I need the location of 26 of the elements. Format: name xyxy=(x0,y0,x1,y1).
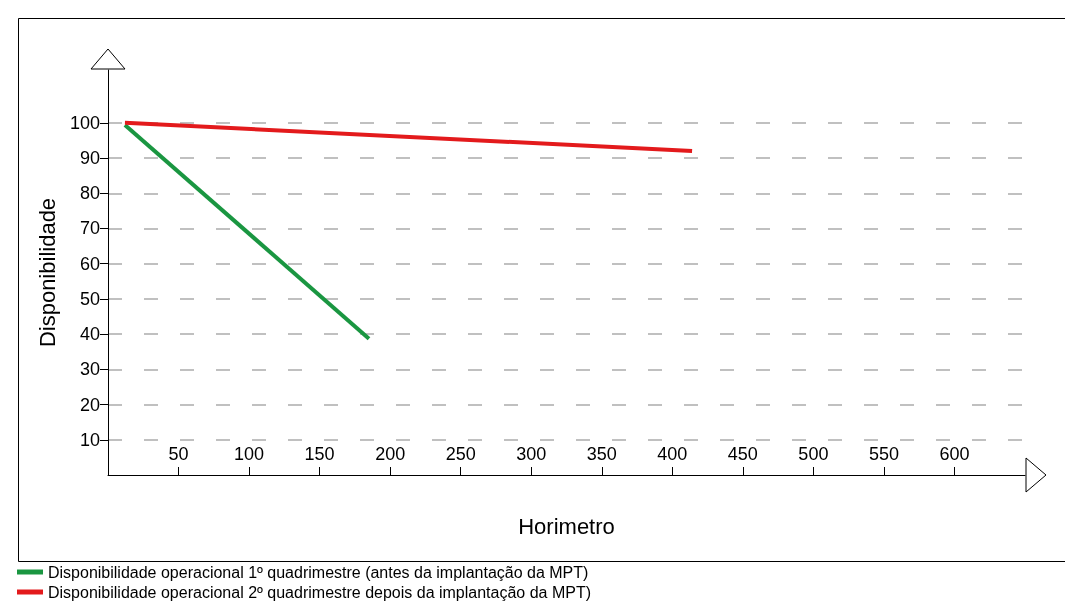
y-tick-label: 30 xyxy=(79,359,100,380)
y-tick-label: 40 xyxy=(79,324,100,345)
x-tick-label: 100 xyxy=(234,444,265,464)
y-tick-label: 10 xyxy=(79,429,100,450)
x-tick-label: 400 xyxy=(657,444,688,464)
y-axis-title: Disponibilidade xyxy=(34,197,60,348)
x-tick-label: 200 xyxy=(375,444,406,464)
x-tick-label: 150 xyxy=(304,444,335,464)
y-tick-label: 20 xyxy=(79,394,100,415)
x-tick-label: 350 xyxy=(586,444,617,464)
x-tick-label: 250 xyxy=(445,444,476,464)
y-tick-label: 60 xyxy=(79,253,100,274)
y-tick-label: 90 xyxy=(79,148,100,169)
x-tick-label: 500 xyxy=(798,444,829,464)
legend-label: Disponibilidade operacional 1º quadrimestre (antes da implantação da MPT) xyxy=(48,563,589,581)
y-tick-label: 50 xyxy=(79,288,100,309)
y-tick-label: 100 xyxy=(69,112,100,133)
x-tick-label: 600 xyxy=(939,444,970,464)
x-tick-label: 300 xyxy=(516,444,547,464)
legend-label: Disponibilidade operacional 2º quadrimestre depois da implantação da MPT) xyxy=(48,583,592,601)
y-tick-label: 70 xyxy=(79,218,100,239)
x-tick-label: 50 xyxy=(168,444,189,464)
x-tick-label: 450 xyxy=(727,444,758,464)
x-tick-label: 550 xyxy=(868,444,899,464)
y-tick-label: 80 xyxy=(79,183,100,204)
x-axis-title: Horimetro xyxy=(518,513,615,539)
